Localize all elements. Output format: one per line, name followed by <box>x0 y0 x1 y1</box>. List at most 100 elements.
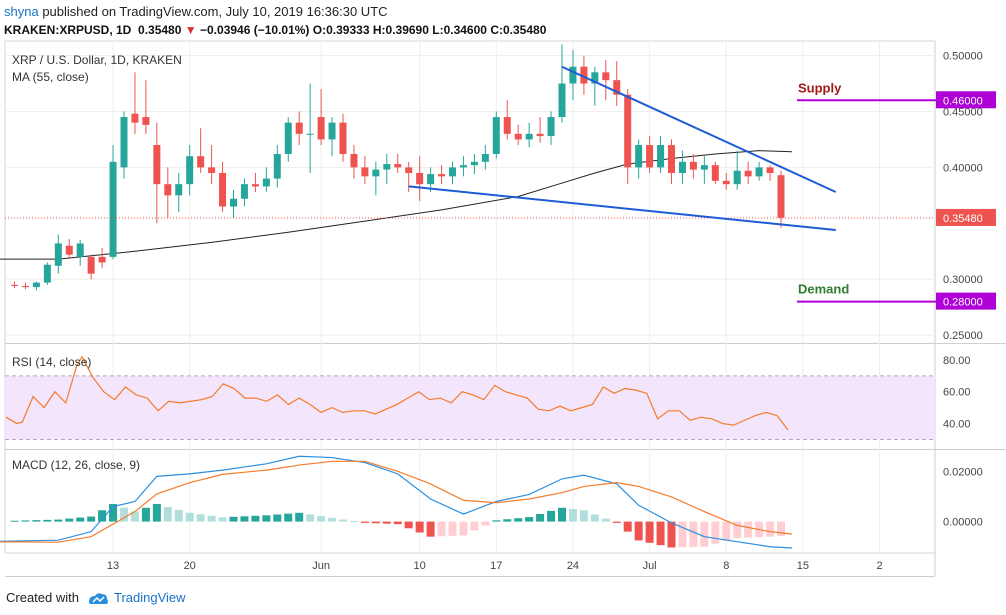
macd-histogram-bar <box>360 521 369 523</box>
macd-y-tick: 0.02000 <box>943 466 983 478</box>
candle-body <box>438 174 446 177</box>
candle-body <box>405 167 413 173</box>
supply-badge-text: 0.46000 <box>943 95 983 107</box>
upper-trendline <box>561 65 837 193</box>
macd-histogram-bar <box>623 521 632 532</box>
last-price-badge-text: 0.35480 <box>943 213 983 225</box>
macd-histogram-bar <box>536 513 545 522</box>
macd-histogram-bar <box>284 513 293 522</box>
footer: Created with TradingView <box>6 590 186 606</box>
macd-histogram-bar <box>503 519 512 522</box>
candle-body <box>492 117 500 154</box>
rsi-y-tick: 60.00 <box>943 387 971 399</box>
macd-histogram-bar <box>141 507 150 522</box>
candle-body <box>547 117 555 137</box>
macd-histogram-bar <box>404 521 413 529</box>
last-price: 0.35480 <box>138 23 182 37</box>
candle-body <box>230 198 237 207</box>
macd-histogram-bar <box>349 521 358 523</box>
price-change: −0.03946 (−10.01%) <box>200 23 310 37</box>
macd-histogram-bar <box>65 518 74 522</box>
candle-body <box>689 161 697 170</box>
macd-histogram-bar <box>470 521 479 531</box>
demand-badge <box>936 292 996 310</box>
macd-histogram-bar <box>667 521 676 548</box>
x-tick-label: Jun <box>312 560 330 572</box>
macd-histogram-bar <box>32 520 41 522</box>
close-value: 0.35480 <box>502 23 547 37</box>
candle-body <box>131 113 139 123</box>
macd-histogram-bar <box>120 507 128 522</box>
candle-body <box>76 243 84 257</box>
candle-body <box>208 167 216 173</box>
macd-histogram-bar <box>601 518 610 522</box>
macd-histogram-bar <box>481 521 490 526</box>
supply-label: Supply <box>798 80 842 95</box>
candle-body <box>777 175 785 218</box>
ma-line <box>0 150 792 260</box>
candle-body <box>646 145 654 168</box>
macd-histogram-bar <box>689 521 698 547</box>
macd-histogram-bar <box>130 511 139 522</box>
candle-body <box>459 165 467 168</box>
candle-body <box>602 72 610 81</box>
candle-body <box>733 170 741 185</box>
x-tick-label: 24 <box>567 560 579 572</box>
close-label: C: <box>490 23 503 37</box>
macd-signal-line <box>0 460 793 543</box>
rsi-y-tick: 80.00 <box>943 355 971 367</box>
macd-histogram-bar <box>678 521 687 548</box>
lower-trendline <box>408 185 836 232</box>
candle-body <box>273 153 281 179</box>
candle-body <box>43 264 51 283</box>
macd-histogram-bar <box>152 504 161 522</box>
candle-body <box>624 94 632 168</box>
ma-indicator-label: MA (55, close) <box>12 70 89 84</box>
macd-histogram-bar <box>382 521 391 524</box>
candle-body <box>11 284 18 286</box>
macd-pane-title: MACD (12, 26, close, 9) <box>12 458 140 472</box>
candle-body <box>722 180 730 185</box>
macd-histogram-bar <box>295 512 304 522</box>
tradingview-brand[interactable]: TradingView <box>114 590 186 605</box>
macd-histogram-bar <box>415 521 424 533</box>
publisher-name[interactable]: shyna <box>4 4 39 19</box>
candle-body <box>317 117 325 140</box>
candle-body <box>657 145 665 168</box>
macd-histogram-bar <box>733 521 742 538</box>
macd-histogram-bar <box>634 521 643 541</box>
candle-body <box>635 145 643 168</box>
candle-body <box>21 285 29 288</box>
rsi-pane-title: RSI (14, close) <box>12 355 91 369</box>
candle-body <box>416 172 424 185</box>
macd-y-tick: 0.00000 <box>943 517 983 529</box>
symbol-label: KRAKEN:XRPUSD, 1D <box>4 23 132 37</box>
candle-body <box>219 172 227 207</box>
high-label: H: <box>372 23 386 37</box>
candle-body <box>613 80 621 95</box>
y-tick-label: 0.25000 <box>943 330 983 342</box>
macd-histogram-bar <box>174 509 183 522</box>
y-tick-label: 0.45000 <box>943 106 983 118</box>
candle-body <box>109 161 117 257</box>
high-value: 0.39690 <box>385 23 429 37</box>
tradingview-logo-icon <box>88 592 108 604</box>
macd-histogram-bar <box>371 521 380 524</box>
macd-histogram-bar <box>207 515 216 522</box>
candle-body <box>339 122 347 154</box>
macd-histogram-bar <box>393 521 402 525</box>
candle-body <box>427 174 435 185</box>
x-tick-label: 10 <box>414 560 426 572</box>
candle-body <box>744 170 752 177</box>
macd-histogram-bar <box>10 520 19 522</box>
macd-histogram-bar <box>43 519 52 522</box>
candle-body <box>120 117 128 168</box>
macd-histogram-bar <box>645 521 654 543</box>
x-tick-label: 17 <box>490 560 502 572</box>
macd-histogram-bar <box>163 506 172 522</box>
created-with-text: Created with <box>6 590 79 605</box>
symbol-line: KRAKEN:XRPUSD, 1D 0.35480 ▼ −0.03946 (−1… <box>4 23 546 37</box>
candle-body <box>164 184 172 196</box>
candle-body <box>186 156 194 185</box>
